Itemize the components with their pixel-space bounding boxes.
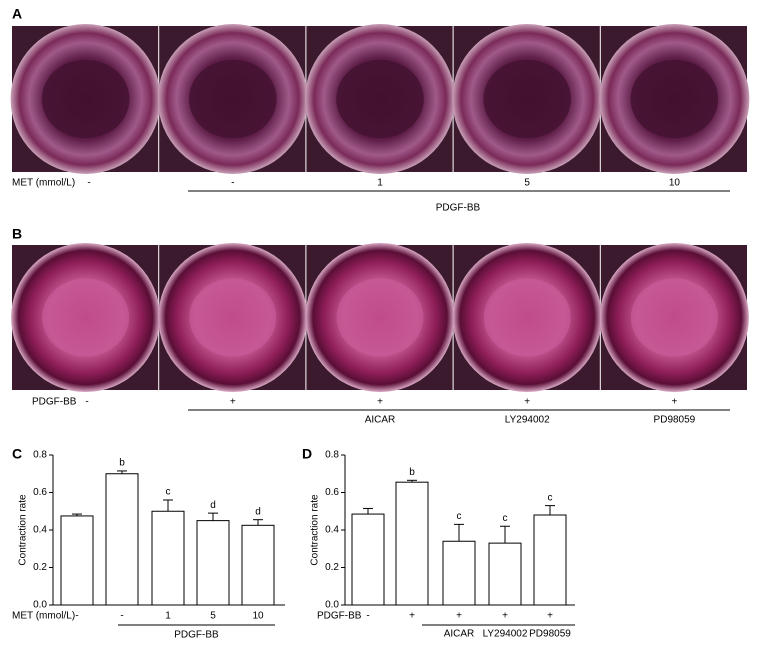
y-tick-label: 0.2 <box>33 562 47 573</box>
y-tick-label: 0.4 <box>325 525 339 536</box>
column-label: - <box>231 178 234 189</box>
x-tick-label: - <box>366 611 369 622</box>
gel-disk <box>630 59 719 139</box>
column-label: + <box>230 397 236 408</box>
bar <box>488 542 522 606</box>
y-tick-label: 0.8 <box>325 450 339 461</box>
significance-letter: c <box>166 487 171 498</box>
significance-letter: d <box>255 506 261 517</box>
panel-label: C <box>12 446 22 462</box>
gel-disk <box>336 278 424 357</box>
x-tick-label-2: AICAR <box>444 629 475 640</box>
bar <box>196 520 230 606</box>
x-tick-label: + <box>409 611 415 622</box>
significance-letter: c <box>503 513 508 524</box>
row-label: PDGF-BB <box>32 397 77 408</box>
x-tick-label: 1 <box>165 611 171 622</box>
column-label-2: LY294002 <box>505 415 550 426</box>
panel-label: B <box>12 226 22 242</box>
x-axis-label: MET (mmol/L) <box>12 611 75 622</box>
gel-disk <box>41 59 130 139</box>
row-label: MET (mmol/L) <box>12 178 75 189</box>
bar <box>442 540 476 606</box>
y-tick-label: 0.6 <box>325 487 339 498</box>
x-tick-label-2: PD98059 <box>529 629 571 640</box>
column-label: - <box>85 397 88 408</box>
significance-letter: c <box>457 511 462 522</box>
column-label-2: PD98059 <box>654 415 696 426</box>
y-tick-label: 0.0 <box>33 600 47 611</box>
x-axis-label: PDGF-BB <box>317 611 362 622</box>
column-label: + <box>671 397 677 408</box>
y-tick-label: 0.2 <box>325 562 339 573</box>
bar <box>60 515 94 606</box>
significance-letter: b <box>409 467 415 478</box>
x-tick-label: - <box>75 611 78 622</box>
column-label-2: AICAR <box>365 415 396 426</box>
x-tick-label: + <box>456 611 462 622</box>
bar <box>151 510 185 606</box>
significance-letter: d <box>210 500 216 511</box>
x-tick-label: + <box>502 611 508 622</box>
bar <box>241 524 275 606</box>
y-tick-label: 0.6 <box>33 487 47 498</box>
significance-letter: b <box>119 458 125 469</box>
bar <box>351 513 385 606</box>
group-label: PDGF-BB <box>174 630 219 641</box>
gel-disk <box>630 278 718 357</box>
gel-disk <box>483 59 571 139</box>
y-tick-label: 0.8 <box>33 450 47 461</box>
y-tick-label: 0.0 <box>325 600 339 611</box>
group-label: PDGF-BB <box>436 203 481 214</box>
gel-disk <box>189 278 277 357</box>
gel-disk <box>42 278 130 357</box>
y-axis-label: Contraction rate <box>310 494 321 566</box>
bar <box>395 481 429 606</box>
significance-letter: c <box>548 492 553 503</box>
column-label: + <box>524 397 530 408</box>
bar <box>105 473 139 606</box>
x-tick-label-2: LY294002 <box>483 629 528 640</box>
y-axis-label: Contraction rate <box>18 494 29 566</box>
column-label: + <box>377 397 383 408</box>
gel-disk <box>189 59 277 139</box>
gel-disk <box>336 59 424 139</box>
column-label: 5 <box>524 178 530 189</box>
y-tick-label: 0.4 <box>33 525 47 536</box>
bar <box>533 514 567 606</box>
column-label: - <box>87 178 90 189</box>
x-tick-label: 10 <box>252 611 264 622</box>
panel-label: A <box>12 6 22 22</box>
x-tick-label: + <box>547 611 553 622</box>
panel-label: D <box>302 446 312 462</box>
column-label: 1 <box>377 178 383 189</box>
gel-disk <box>483 278 571 357</box>
x-tick-label: 5 <box>210 611 216 622</box>
x-tick-label: - <box>120 611 123 622</box>
column-label: 10 <box>669 178 681 189</box>
